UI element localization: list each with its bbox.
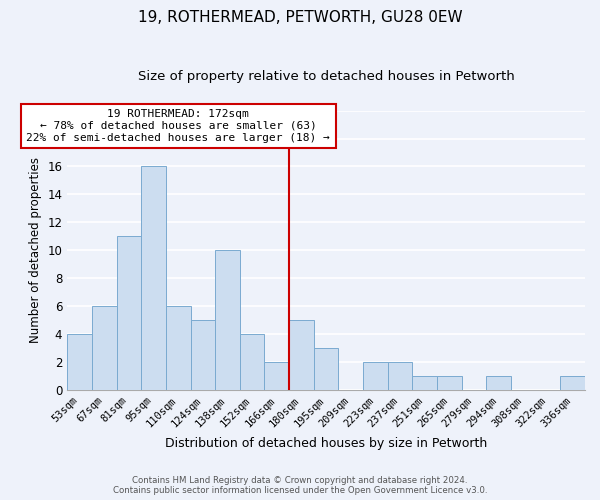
Bar xyxy=(560,376,585,390)
Bar xyxy=(166,306,191,390)
X-axis label: Distribution of detached houses by size in Petworth: Distribution of detached houses by size … xyxy=(165,437,487,450)
Bar xyxy=(215,250,240,390)
Bar xyxy=(67,334,92,390)
Bar xyxy=(116,236,141,390)
Y-axis label: Number of detached properties: Number of detached properties xyxy=(29,158,42,344)
Bar xyxy=(437,376,462,390)
Text: 19 ROTHERMEAD: 172sqm
← 78% of detached houses are smaller (63)
22% of semi-deta: 19 ROTHERMEAD: 172sqm ← 78% of detached … xyxy=(26,110,330,142)
Text: 19, ROTHERMEAD, PETWORTH, GU28 0EW: 19, ROTHERMEAD, PETWORTH, GU28 0EW xyxy=(137,10,463,25)
Bar xyxy=(289,320,314,390)
Bar xyxy=(265,362,289,390)
Bar xyxy=(191,320,215,390)
Bar xyxy=(314,348,338,390)
Bar xyxy=(487,376,511,390)
Bar xyxy=(92,306,116,390)
Bar xyxy=(388,362,412,390)
Bar xyxy=(412,376,437,390)
Bar xyxy=(141,166,166,390)
Text: Contains HM Land Registry data © Crown copyright and database right 2024.
Contai: Contains HM Land Registry data © Crown c… xyxy=(113,476,487,495)
Bar xyxy=(363,362,388,390)
Bar xyxy=(240,334,265,390)
Title: Size of property relative to detached houses in Petworth: Size of property relative to detached ho… xyxy=(138,70,514,83)
